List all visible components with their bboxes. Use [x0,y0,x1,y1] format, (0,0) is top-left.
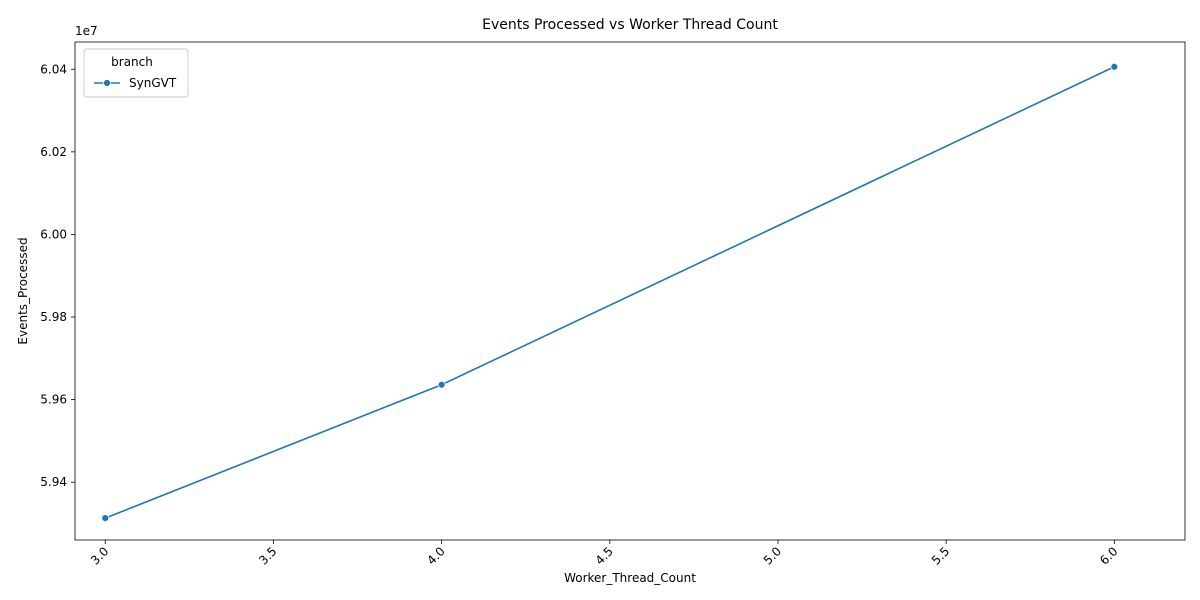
legend: branch SynGVT [83,48,189,98]
y-axis-offset-label: 1e7 [75,24,98,38]
y-tick-label: 6.04 [40,62,67,76]
y-tick-label: 5.96 [40,393,67,407]
y-tick-label: 6.02 [40,145,67,159]
chart-title: Events Processed vs Worker Thread Count [482,17,778,33]
x-tick-label: 3.5 [256,544,279,567]
axes-frame [74,41,1186,541]
data-point [101,514,110,523]
x-axis-ticks: 3.0 3.5 4.0 4.5 5.0 5.5 6.0 [88,540,1120,568]
y-axis-ticks: 5.94 5.96 5.98 6.00 6.02 6.04 [40,62,75,489]
data-point [1110,62,1119,71]
y-tick-label: 6.00 [40,227,67,241]
series-line [104,66,1115,519]
x-tick-label: 5.0 [761,544,784,567]
x-tick-label: 3.0 [88,544,111,567]
x-tick-label: 6.0 [1097,544,1120,567]
plot-area [74,41,1186,541]
x-tick-label: 5.5 [929,544,952,567]
legend-marker-icon [103,79,111,87]
y-tick-label: 5.98 [40,310,67,324]
data-point [437,380,446,389]
legend-label: SynGVT [129,76,177,90]
x-tick-label: 4.5 [593,544,616,567]
x-axis-label: Worker_Thread_Count [564,571,696,585]
y-tick-label: 5.94 [40,475,67,489]
legend-title: branch [111,55,153,69]
x-tick-label: 4.0 [424,544,447,567]
y-axis-label: Events_Processed [16,237,30,344]
